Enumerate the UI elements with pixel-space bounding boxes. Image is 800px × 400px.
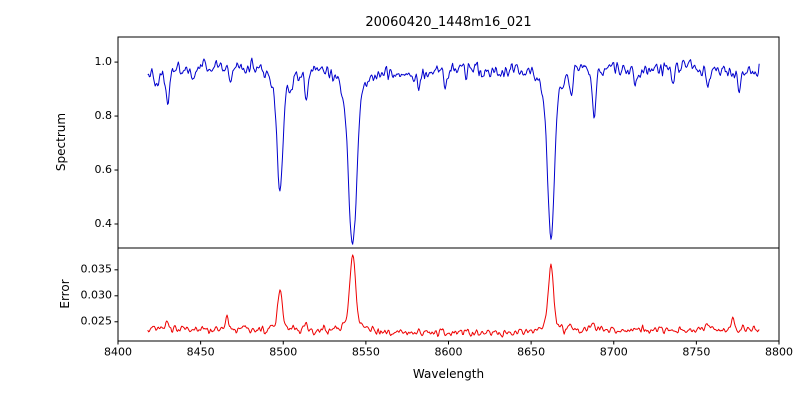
error-y-axis-label: Error [58, 279, 72, 309]
x-axis-label: Wavelength [412, 367, 485, 381]
spectrum-y-axis-label: Spectrum [54, 112, 68, 172]
plot-title: 20060420_1448m16_021 [365, 15, 532, 30]
